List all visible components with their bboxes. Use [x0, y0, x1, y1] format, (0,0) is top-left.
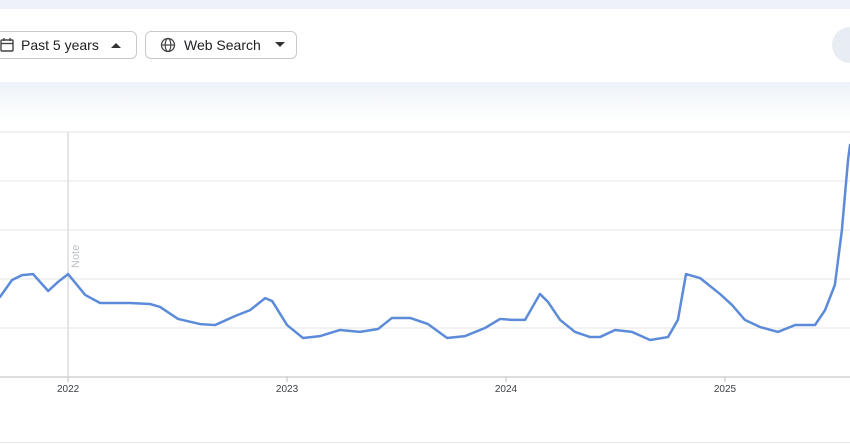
caret-up [110, 43, 121, 48]
calendar-icon [0, 38, 14, 52]
top-strip [0, 0, 850, 9]
x-tick-label: 2024 [495, 384, 518, 395]
annotation-label: Note [70, 245, 82, 268]
search-type-label: Web Search [184, 37, 261, 53]
x-tick-label: 2023 [276, 384, 299, 395]
time-range-button[interactable]: Past 5 years [0, 31, 137, 59]
caret-down [274, 42, 285, 47]
globe-icon [160, 37, 176, 53]
x-tick-label: 2025 [714, 384, 737, 395]
x-tick-label: 2022 [57, 384, 80, 395]
menu-button[interactable] [832, 27, 850, 63]
bottom-border [0, 442, 850, 443]
trend-line [0, 143, 850, 342]
header-band [0, 82, 850, 122]
time-range-label: Past 5 years [21, 37, 99, 53]
search-type-button[interactable]: Web Search [145, 31, 297, 59]
